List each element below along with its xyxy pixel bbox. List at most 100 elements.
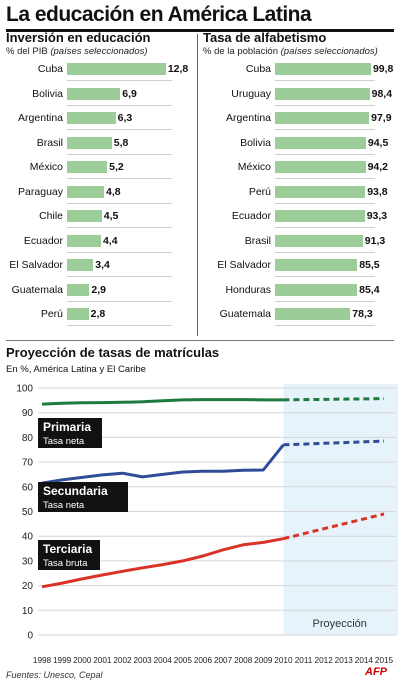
alfabetismo-country-label: Perú — [248, 185, 271, 198]
terciaria-label-name: Terciaria — [43, 542, 92, 556]
inversion-row-separator — [67, 276, 172, 277]
inversion-bar — [67, 210, 102, 222]
inversion-row: El Salvador 3,4 — [6, 258, 194, 272]
alfabetismo-row: Brasil 91,3 — [203, 234, 397, 248]
alfabetismo-value-label: 93,8 — [367, 185, 388, 198]
inversion-subtitle: % del PIB (países seleccionados) — [6, 45, 194, 58]
alfabetismo-row-separator — [275, 325, 375, 326]
inversion-value-label: 4,5 — [103, 210, 119, 222]
alfabetismo-country-label: Uruguay — [231, 87, 271, 100]
alfabetismo-bar — [275, 161, 366, 173]
projection-subtitle: En %, América Latina y El Caribe — [6, 364, 146, 375]
projection-region — [283, 384, 398, 635]
alfabetismo-value-label: 85,5 — [359, 259, 380, 271]
alfabetismo-row: Cuba 99,8 — [203, 62, 397, 76]
inversion-row: Paraguay 4,8 — [6, 185, 194, 199]
section-divider — [6, 340, 394, 341]
terciaria-projection-line — [283, 512, 385, 541]
alfabetismo-row-separator — [275, 202, 375, 204]
alfabetismo-panel: Tasa de alfabetismo % de la población (p… — [203, 30, 397, 332]
alfabetismo-country-label: Honduras — [225, 283, 271, 296]
inversion-value-label: 5,8 — [113, 136, 129, 149]
alfabetismo-subtitle-text: % de la población — [203, 46, 281, 57]
alfabetismo-bar — [275, 259, 358, 271]
y-tick-label: 10 — [22, 606, 34, 617]
x-tick-label: 2003 — [133, 656, 152, 665]
alfabetismo-value-label: 99,8 — [372, 63, 394, 75]
alfabetismo-value-label: 97,9 — [371, 112, 392, 124]
x-tick-label: 2008 — [234, 656, 253, 665]
inversion-value-label: 3,4 — [95, 259, 110, 271]
x-tick-label: 2006 — [194, 656, 213, 665]
inversion-value-label: 6,3 — [117, 112, 133, 124]
inversion-value-label: 2,9 — [91, 283, 106, 296]
alfabetismo-value-label: 98,4 — [371, 87, 393, 100]
x-tick-label: 2011 — [295, 656, 313, 665]
alfabetismo-row-separator — [275, 80, 375, 81]
inversion-bar — [67, 63, 166, 75]
inversion-value-label: 5,2 — [109, 161, 124, 173]
alfabetismo-value-label: 93,3 — [366, 210, 388, 222]
alfabetismo-bar — [275, 185, 366, 198]
alfabetismo-country-label: Argentina — [226, 112, 271, 124]
alfabetismo-country-label: Brasil — [244, 234, 271, 247]
alfabetismo-bar — [275, 63, 371, 75]
x-tick-label: 1998 — [33, 656, 52, 665]
panel-divider — [197, 34, 198, 336]
inversion-subtitle-text: % del PIB — [6, 46, 51, 57]
x-tick-label: 2015 — [375, 656, 394, 665]
alfabetismo-value-label: 94,5 — [367, 136, 389, 149]
secundaria-line — [41, 443, 285, 485]
inversion-country-label: Paraguay — [18, 185, 63, 198]
inversion-bar — [67, 136, 112, 149]
inversion-country-label: Chile — [39, 210, 63, 222]
x-tick-label: 2000 — [73, 656, 92, 665]
alfabetismo-row: Argentina 97,9 — [203, 111, 397, 125]
inversion-row: México 5,2 — [6, 160, 194, 174]
alfabetismo-bar — [275, 136, 366, 149]
alfabetismo-bar — [275, 112, 370, 124]
alfabetismo-row: Uruguay 98,4 — [203, 87, 397, 101]
alfabetismo-bar — [275, 283, 358, 296]
inversion-row: Ecuador 4,4 — [6, 234, 194, 248]
primaria-line — [41, 398, 284, 406]
primaria-label-sub: Tasa neta — [43, 436, 85, 447]
inversion-country-label: Ecuador — [23, 234, 63, 247]
inversion-bar — [67, 283, 90, 296]
alfabetismo-value-label: 94,2 — [367, 161, 388, 173]
primaria-label-name: Primaria — [43, 420, 91, 434]
inversion-bar — [67, 161, 108, 173]
inversion-value-label: 4,8 — [106, 185, 121, 198]
inversion-row: Brasil 5,8 — [6, 136, 194, 150]
y-tick-label: 80 — [22, 433, 34, 444]
inversion-row-separator — [67, 178, 172, 179]
inversion-panel: Inversión en educación % del PIB (países… — [6, 30, 194, 332]
y-tick-label: 70 — [22, 458, 34, 469]
alfabetismo-row-separator — [275, 227, 375, 228]
alfabetismo-row-separator — [275, 153, 375, 155]
alfabetismo-row: Perú 93,8 — [203, 185, 397, 199]
alfabetismo-subtitle: % de la población (países seleccionados) — [203, 45, 397, 58]
terciaria-line — [41, 537, 284, 589]
inversion-bar — [67, 308, 89, 320]
alfabetismo-bars: Cuba 99,8 Uruguay 98,4 Argentina 97,9 Bolivia 9… — [203, 62, 397, 332]
primaria-label-box — [38, 418, 102, 448]
inversion-row: Cuba 12,8 — [6, 62, 194, 76]
x-tick-label: 2005 — [174, 656, 193, 665]
x-tick-label: 2014 — [355, 656, 374, 665]
alfabetismo-row: Honduras 85,4 — [203, 283, 397, 297]
terciaria-label-box — [38, 540, 100, 570]
projection-label: Proyección — [312, 618, 366, 630]
secundaria-label-name: Secundaria — [43, 484, 108, 498]
primaria-projection-line — [283, 397, 385, 402]
inversion-row-separator — [67, 104, 172, 106]
inversion-value-label: 2,8 — [90, 308, 106, 320]
secundaria-label-sub: Tasa neta — [43, 500, 85, 511]
alfabetismo-row: Bolivia 94,5 — [203, 136, 397, 150]
y-tick-label: 50 — [22, 507, 34, 518]
alfabetismo-row-separator — [275, 129, 375, 130]
alfabetismo-subtitle-italic: (países seleccionados) — [280, 46, 378, 57]
alfabetismo-bar — [275, 210, 365, 222]
alfabetismo-bar — [275, 234, 363, 247]
